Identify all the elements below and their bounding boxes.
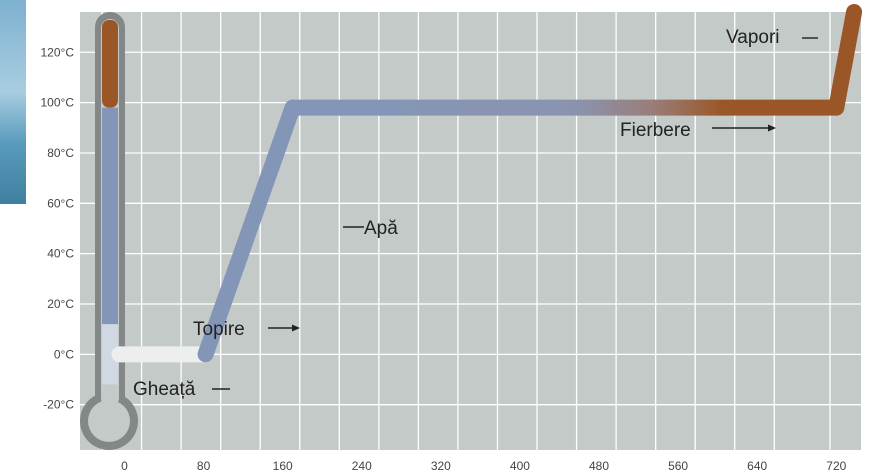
y-tick-label: 120°C bbox=[41, 45, 75, 59]
thermometer-bulb bbox=[88, 400, 130, 442]
y-tick-label: 100°C bbox=[41, 96, 75, 110]
thermometer-water-column bbox=[102, 107, 118, 385]
annotation-label: Gheață bbox=[133, 379, 196, 400]
x-tick-label: 640 bbox=[747, 459, 767, 473]
y-tick-label: -20°C bbox=[43, 398, 74, 412]
annotation-apa: Apă bbox=[343, 218, 398, 239]
x-tick-label: 0 bbox=[121, 459, 128, 473]
annotation-vapori: Vapori bbox=[726, 27, 818, 48]
annotation-label: Fierbere bbox=[620, 120, 691, 141]
y-tick-label: 40°C bbox=[47, 247, 74, 261]
water-heating-segment bbox=[197, 99, 301, 363]
thermometer-steam-column bbox=[102, 20, 118, 108]
annotation-gheata: Gheață bbox=[133, 379, 230, 400]
x-tick-label: 480 bbox=[589, 459, 609, 473]
y-tick-label: 20°C bbox=[47, 297, 74, 311]
annotation-arrowhead bbox=[768, 124, 776, 132]
plot-area bbox=[80, 12, 861, 450]
y-tick-label: 0°C bbox=[54, 347, 74, 361]
heating-curve bbox=[111, 4, 863, 363]
x-tick-label: 80 bbox=[197, 459, 211, 473]
y-tick-label: 60°C bbox=[47, 196, 74, 210]
thermometer bbox=[80, 12, 138, 450]
x-tick-label: 320 bbox=[431, 459, 451, 473]
y-tick-label: 80°C bbox=[47, 146, 74, 160]
annotation-label: Topire bbox=[193, 319, 245, 340]
grid-lines bbox=[61, 12, 861, 450]
annotation-arrowhead bbox=[292, 324, 300, 332]
glacier-photo bbox=[0, 0, 26, 204]
x-tick-label: 560 bbox=[668, 459, 688, 473]
annotation-label: Apă bbox=[364, 218, 398, 239]
x-tick-label: 160 bbox=[273, 459, 293, 473]
annotation-fierbere: Fierbere bbox=[620, 120, 776, 141]
x-tick-label: 240 bbox=[352, 459, 372, 473]
x-tick-label: 400 bbox=[510, 459, 530, 473]
x-tick-label: 720 bbox=[826, 459, 846, 473]
annotation-topire: Topire bbox=[193, 319, 300, 340]
x-tick-labels: 0 80 160 240 320 400 480 560 640 720 bbox=[121, 459, 846, 473]
annotation-label: Vapori bbox=[726, 27, 780, 48]
thermometer-ice-column bbox=[102, 324, 118, 385]
steam-heating-segment bbox=[828, 4, 863, 116]
y-tick-labels: 120°C 100°C 80°C 60°C 40°C 20°C 0°C -20°C bbox=[41, 45, 75, 411]
